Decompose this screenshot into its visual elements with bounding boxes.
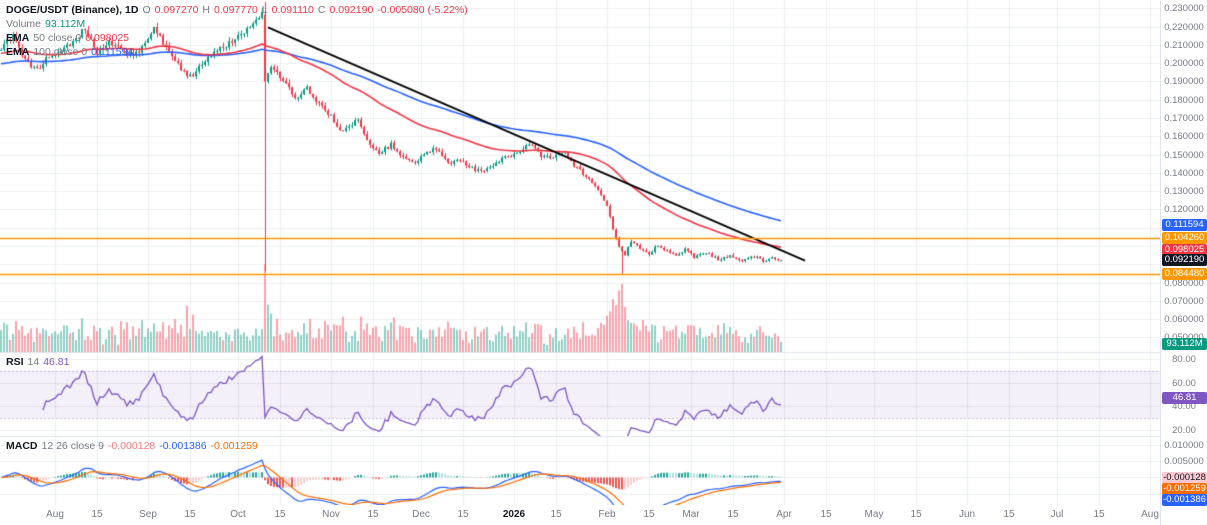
price-axis-label: 0.230000 xyxy=(1164,3,1204,15)
rsi-axis-label: 40.00 xyxy=(1172,401,1196,413)
time-axis-label: 15 xyxy=(1093,509,1105,520)
time-axis-label: Jun xyxy=(958,509,976,520)
price-axis-label: 0.180000 xyxy=(1164,94,1204,106)
low-label: L xyxy=(261,3,268,16)
time-axis-label: 2026 xyxy=(502,509,526,520)
time-axis-label: 15 xyxy=(457,509,469,520)
low-value: 0.091110 xyxy=(271,3,314,16)
macd-axis-badge: -0.000128 xyxy=(1162,471,1207,484)
price-axis[interactable]: 0.230000 0.220000 0.210000 0.200000 0.190000… xyxy=(1160,0,1207,525)
price-axis-label: 0.140000 xyxy=(1164,167,1204,179)
rsi-legend-row[interactable]: RSI 14 46.81 xyxy=(6,355,73,368)
volume-legend-row[interactable]: Volume 93.112M xyxy=(6,17,472,30)
macd-params: 12 26 close 9 xyxy=(41,439,104,452)
symbol-legend-row[interactable]: DOGE/USDT (Binance), 1D O 0.097270 H 0.0… xyxy=(6,3,472,16)
open-value: 0.097270 xyxy=(154,3,199,16)
price-axis-label: 0.130000 xyxy=(1164,186,1204,198)
ema50-params: 50 close 0 xyxy=(33,31,82,44)
price-axis-badge: 0.104260 xyxy=(1162,232,1207,245)
macd-line-value: -0.001386 xyxy=(159,439,207,452)
ema100-name: EMA xyxy=(6,45,30,58)
ema50-name: EMA xyxy=(6,31,30,44)
price-pane-legend: DOGE/USDT (Binance), 1D O 0.097270 H 0.0… xyxy=(6,3,472,58)
macd-name: MACD xyxy=(6,439,38,452)
price-axis-label: 0.190000 xyxy=(1164,76,1204,88)
time-axis-label: Aug xyxy=(1141,509,1159,520)
macd-signal-value: -0.001259 xyxy=(210,439,258,452)
price-axis-label: 0.080000 xyxy=(1164,277,1204,289)
close-label: C xyxy=(317,3,326,16)
volume-value: 93.112M xyxy=(45,17,86,30)
price-axis-label: 0.060000 xyxy=(1164,314,1204,326)
rsi-value: 46.81 xyxy=(43,355,70,368)
time-axis-label: Dec xyxy=(412,509,430,520)
time-axis-label: 15 xyxy=(274,509,286,520)
open-label: O xyxy=(142,3,151,16)
close-value: 0.092190 xyxy=(329,3,374,16)
ema50-legend-row[interactable]: EMA 50 close 0 0.098025 xyxy=(6,31,472,44)
price-axis-label: 0.220000 xyxy=(1164,21,1204,33)
volume-axis-badge: 93.112M xyxy=(1162,338,1207,350)
price-axis-badge: 0.098025 xyxy=(1162,243,1207,256)
time-axis-label: Aug xyxy=(46,509,64,520)
ema100-legend-row[interactable]: EMA 100 close 0 0.111594 xyxy=(6,45,472,58)
time-axis-label: 15 xyxy=(1003,509,1015,520)
price-axis-label: 0.200000 xyxy=(1164,58,1204,70)
time-axis-label: Nov xyxy=(322,509,340,520)
macd-axis-badge: -0.001259 xyxy=(1162,482,1207,495)
macd-axis-badge: -0.001386 xyxy=(1162,493,1207,506)
ema100-params: 100 close 0 xyxy=(33,45,88,58)
symbol-title: DOGE/USDT (Binance), 1D xyxy=(6,3,139,16)
rsi-axis-label: 80.00 xyxy=(1172,353,1196,365)
macd-axis-label: 0.005000 xyxy=(1164,456,1204,468)
rsi-axis-label: 60.00 xyxy=(1172,377,1196,389)
change-value: -0.005080 (-5.22%) xyxy=(377,3,468,16)
price-axis-label: 0.170000 xyxy=(1164,112,1204,124)
macd-pane-legend: MACD 12 26 close 9 -0.000128 -0.001386 -… xyxy=(6,439,262,452)
time-axis-label: 15 xyxy=(820,509,832,520)
price-axis-label: 0.070000 xyxy=(1164,295,1204,307)
ema50-value: 0.098025 xyxy=(85,31,130,44)
macd-axis-label: 0.010000 xyxy=(1164,440,1204,452)
price-axis-badge: 0.092190 xyxy=(1162,254,1207,267)
rsi-params: 14 xyxy=(27,355,40,368)
time-axis-label: Sep xyxy=(139,509,157,520)
time-axis-label: Mar xyxy=(682,509,700,520)
rsi-pane-legend: RSI 14 46.81 xyxy=(6,355,73,368)
time-axis-label: 15 xyxy=(550,509,562,520)
time-axis[interactable]: Aug 15 Sep 15 Oct 15 Nov 15 Dec 15 2026 15 Feb 15 Mar 1… xyxy=(0,505,1160,525)
price-axis-label: 0.210000 xyxy=(1164,39,1204,51)
time-axis-label: Jul xyxy=(1050,509,1064,520)
macd-legend-row[interactable]: MACD 12 26 close 9 -0.000128 -0.001386 -… xyxy=(6,439,262,452)
time-axis-label: Feb xyxy=(598,509,616,520)
macd-hist-value: -0.000128 xyxy=(107,439,156,452)
price-axis-label: 0.120000 xyxy=(1164,204,1204,216)
price-axis-label: 0.160000 xyxy=(1164,131,1204,143)
high-value: 0.097770 xyxy=(214,3,258,16)
price-axis-label: 0.150000 xyxy=(1164,149,1204,161)
volume-label: Volume xyxy=(6,17,42,30)
price-axis-badge: 0.111594 xyxy=(1162,218,1207,231)
time-axis-label: 15 xyxy=(91,509,103,520)
rsi-name: RSI xyxy=(6,355,24,368)
time-axis-label: Apr xyxy=(776,509,792,520)
time-axis-label: 15 xyxy=(643,509,655,520)
ema100-value: 0.111594 xyxy=(91,45,134,58)
time-axis-label: 15 xyxy=(184,509,196,520)
time-axis-label: 15 xyxy=(367,509,379,520)
time-axis-label: Oct xyxy=(230,509,246,520)
time-axis-label: May xyxy=(864,509,884,520)
rsi-axis-badge: 46.81 xyxy=(1162,392,1207,405)
time-axis-label: 15 xyxy=(910,509,922,520)
time-axis-label: 15 xyxy=(727,509,739,520)
rsi-axis-label: 20.00 xyxy=(1172,425,1196,437)
high-label: H xyxy=(202,3,210,16)
price-axis-badge: 0.084480 xyxy=(1162,268,1207,281)
